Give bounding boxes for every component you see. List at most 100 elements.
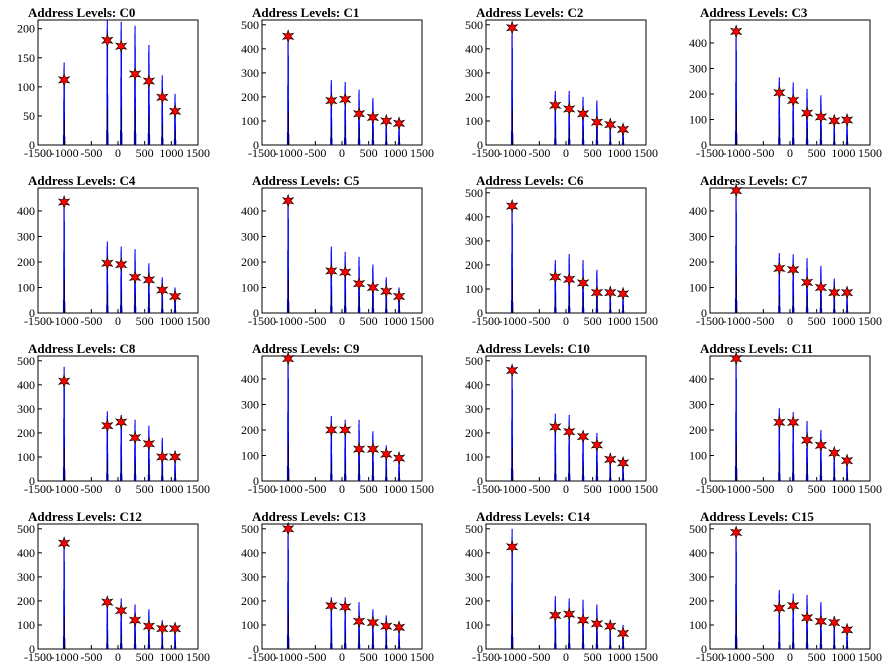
x-tick-label: -1500 xyxy=(696,650,724,664)
x-tick-label: -1000 xyxy=(51,314,79,328)
x-tick-label: -1500 xyxy=(696,314,724,328)
x-tick-label: 1500 xyxy=(186,650,210,664)
x-tick-label: 500 xyxy=(360,650,378,664)
x-tick-label: 0 xyxy=(563,650,569,664)
plot-frame xyxy=(37,355,199,482)
y-tick-label: 300 xyxy=(689,570,707,584)
marker-series xyxy=(505,198,630,301)
y-tick-label: 100 xyxy=(17,280,35,294)
x-tick-label: 1500 xyxy=(186,314,210,328)
x-tick-label: -500 xyxy=(304,482,326,496)
y-tick-label: 100 xyxy=(241,114,259,128)
x-tick-label: 500 xyxy=(808,650,826,664)
data-point-star xyxy=(128,66,142,82)
x-tick-label: 1500 xyxy=(634,314,658,328)
x-tick-label: -500 xyxy=(528,146,550,160)
y-tick-label: 0 xyxy=(701,642,707,656)
x-tick-label: 1500 xyxy=(858,146,882,160)
chart-title: Address Levels: C1 xyxy=(252,5,359,20)
marker-series xyxy=(729,183,854,300)
histogram-series xyxy=(510,369,625,481)
data-point-star xyxy=(786,262,800,277)
x-tick-label: -1000 xyxy=(723,650,751,664)
marker-series xyxy=(57,194,182,304)
y-tick-label: 200 xyxy=(465,594,483,608)
data-point-star xyxy=(549,269,562,285)
data-point-star xyxy=(281,193,295,208)
data-point-star xyxy=(338,422,352,438)
data-point-star xyxy=(114,414,128,430)
x-tick-label: -1500 xyxy=(24,314,52,328)
y-tick-label: 400 xyxy=(465,210,483,224)
data-point-star xyxy=(576,275,590,291)
x-tick-label: 1000 xyxy=(159,314,183,328)
data-point-star xyxy=(616,626,630,641)
data-point-star xyxy=(549,98,562,113)
data-point-star xyxy=(57,72,71,88)
x-tick-label: -500 xyxy=(304,650,326,664)
histogram-series xyxy=(286,35,401,145)
data-point-star xyxy=(505,539,519,554)
data-point-star xyxy=(840,622,854,637)
x-tick-label: -500 xyxy=(528,650,550,664)
data-point-star xyxy=(380,619,393,634)
x-tick-label: 1000 xyxy=(831,146,855,160)
data-point-star xyxy=(604,619,617,634)
x-tick-label: 1000 xyxy=(159,146,183,160)
y-tick-label: 200 xyxy=(689,87,707,101)
data-point-star xyxy=(325,93,338,108)
data-point-star xyxy=(392,116,406,131)
y-tick-label: 500 xyxy=(465,354,483,368)
data-point-star xyxy=(840,453,854,468)
y-tick-label: 200 xyxy=(465,258,483,272)
y-tick-label: 0 xyxy=(29,138,35,152)
y-tick-label: 100 xyxy=(465,114,483,128)
histogram-series xyxy=(510,203,625,313)
data-point-star xyxy=(366,110,380,125)
data-point-star xyxy=(101,418,114,433)
x-tick-label: 1500 xyxy=(410,314,434,328)
y-tick-label: 400 xyxy=(17,546,35,560)
y-tick-label: 200 xyxy=(17,594,35,608)
y-tick-label: 0 xyxy=(701,474,707,488)
y-tick-label: 500 xyxy=(241,18,259,32)
x-tick-label: 0 xyxy=(115,314,121,328)
histogram-series xyxy=(62,542,177,649)
histogram-series xyxy=(734,30,849,145)
y-tick-label: 300 xyxy=(241,570,259,584)
x-tick-label: 1000 xyxy=(159,482,183,496)
x-tick-label: -1500 xyxy=(472,146,500,160)
data-point-star xyxy=(101,33,114,48)
x-tick-label: -500 xyxy=(80,146,102,160)
x-tick-label: 500 xyxy=(808,482,826,496)
y-tick-label: 0 xyxy=(701,306,707,320)
data-point-star xyxy=(168,289,182,304)
data-point-star xyxy=(142,272,156,287)
data-point-star xyxy=(729,525,743,540)
x-tick-label: 500 xyxy=(136,482,154,496)
x-tick-label: -500 xyxy=(752,482,774,496)
y-tick-label: 500 xyxy=(465,186,483,200)
y-tick-label: 300 xyxy=(465,570,483,584)
data-point-star xyxy=(156,449,169,465)
y-tick-label: 400 xyxy=(17,378,35,392)
x-tick-label: -1000 xyxy=(723,482,751,496)
data-point-star xyxy=(325,422,338,438)
chart-title: Address Levels: C10 xyxy=(476,341,590,356)
data-point-star xyxy=(576,106,590,121)
marker-series xyxy=(281,351,406,466)
chart-title: Address Levels: C9 xyxy=(252,341,360,356)
data-point-star xyxy=(604,117,617,132)
data-point-star xyxy=(281,521,295,536)
x-tick-label: 0 xyxy=(563,482,569,496)
data-point-star xyxy=(800,105,814,121)
x-tick-label: 0 xyxy=(339,146,345,160)
y-tick-label: 100 xyxy=(241,618,259,632)
x-tick-label: 1000 xyxy=(831,482,855,496)
data-point-star xyxy=(729,351,743,366)
y-tick-label: 500 xyxy=(241,522,259,536)
data-point-star xyxy=(729,183,743,198)
y-tick-label: 500 xyxy=(465,522,483,536)
data-point-star xyxy=(616,455,630,471)
